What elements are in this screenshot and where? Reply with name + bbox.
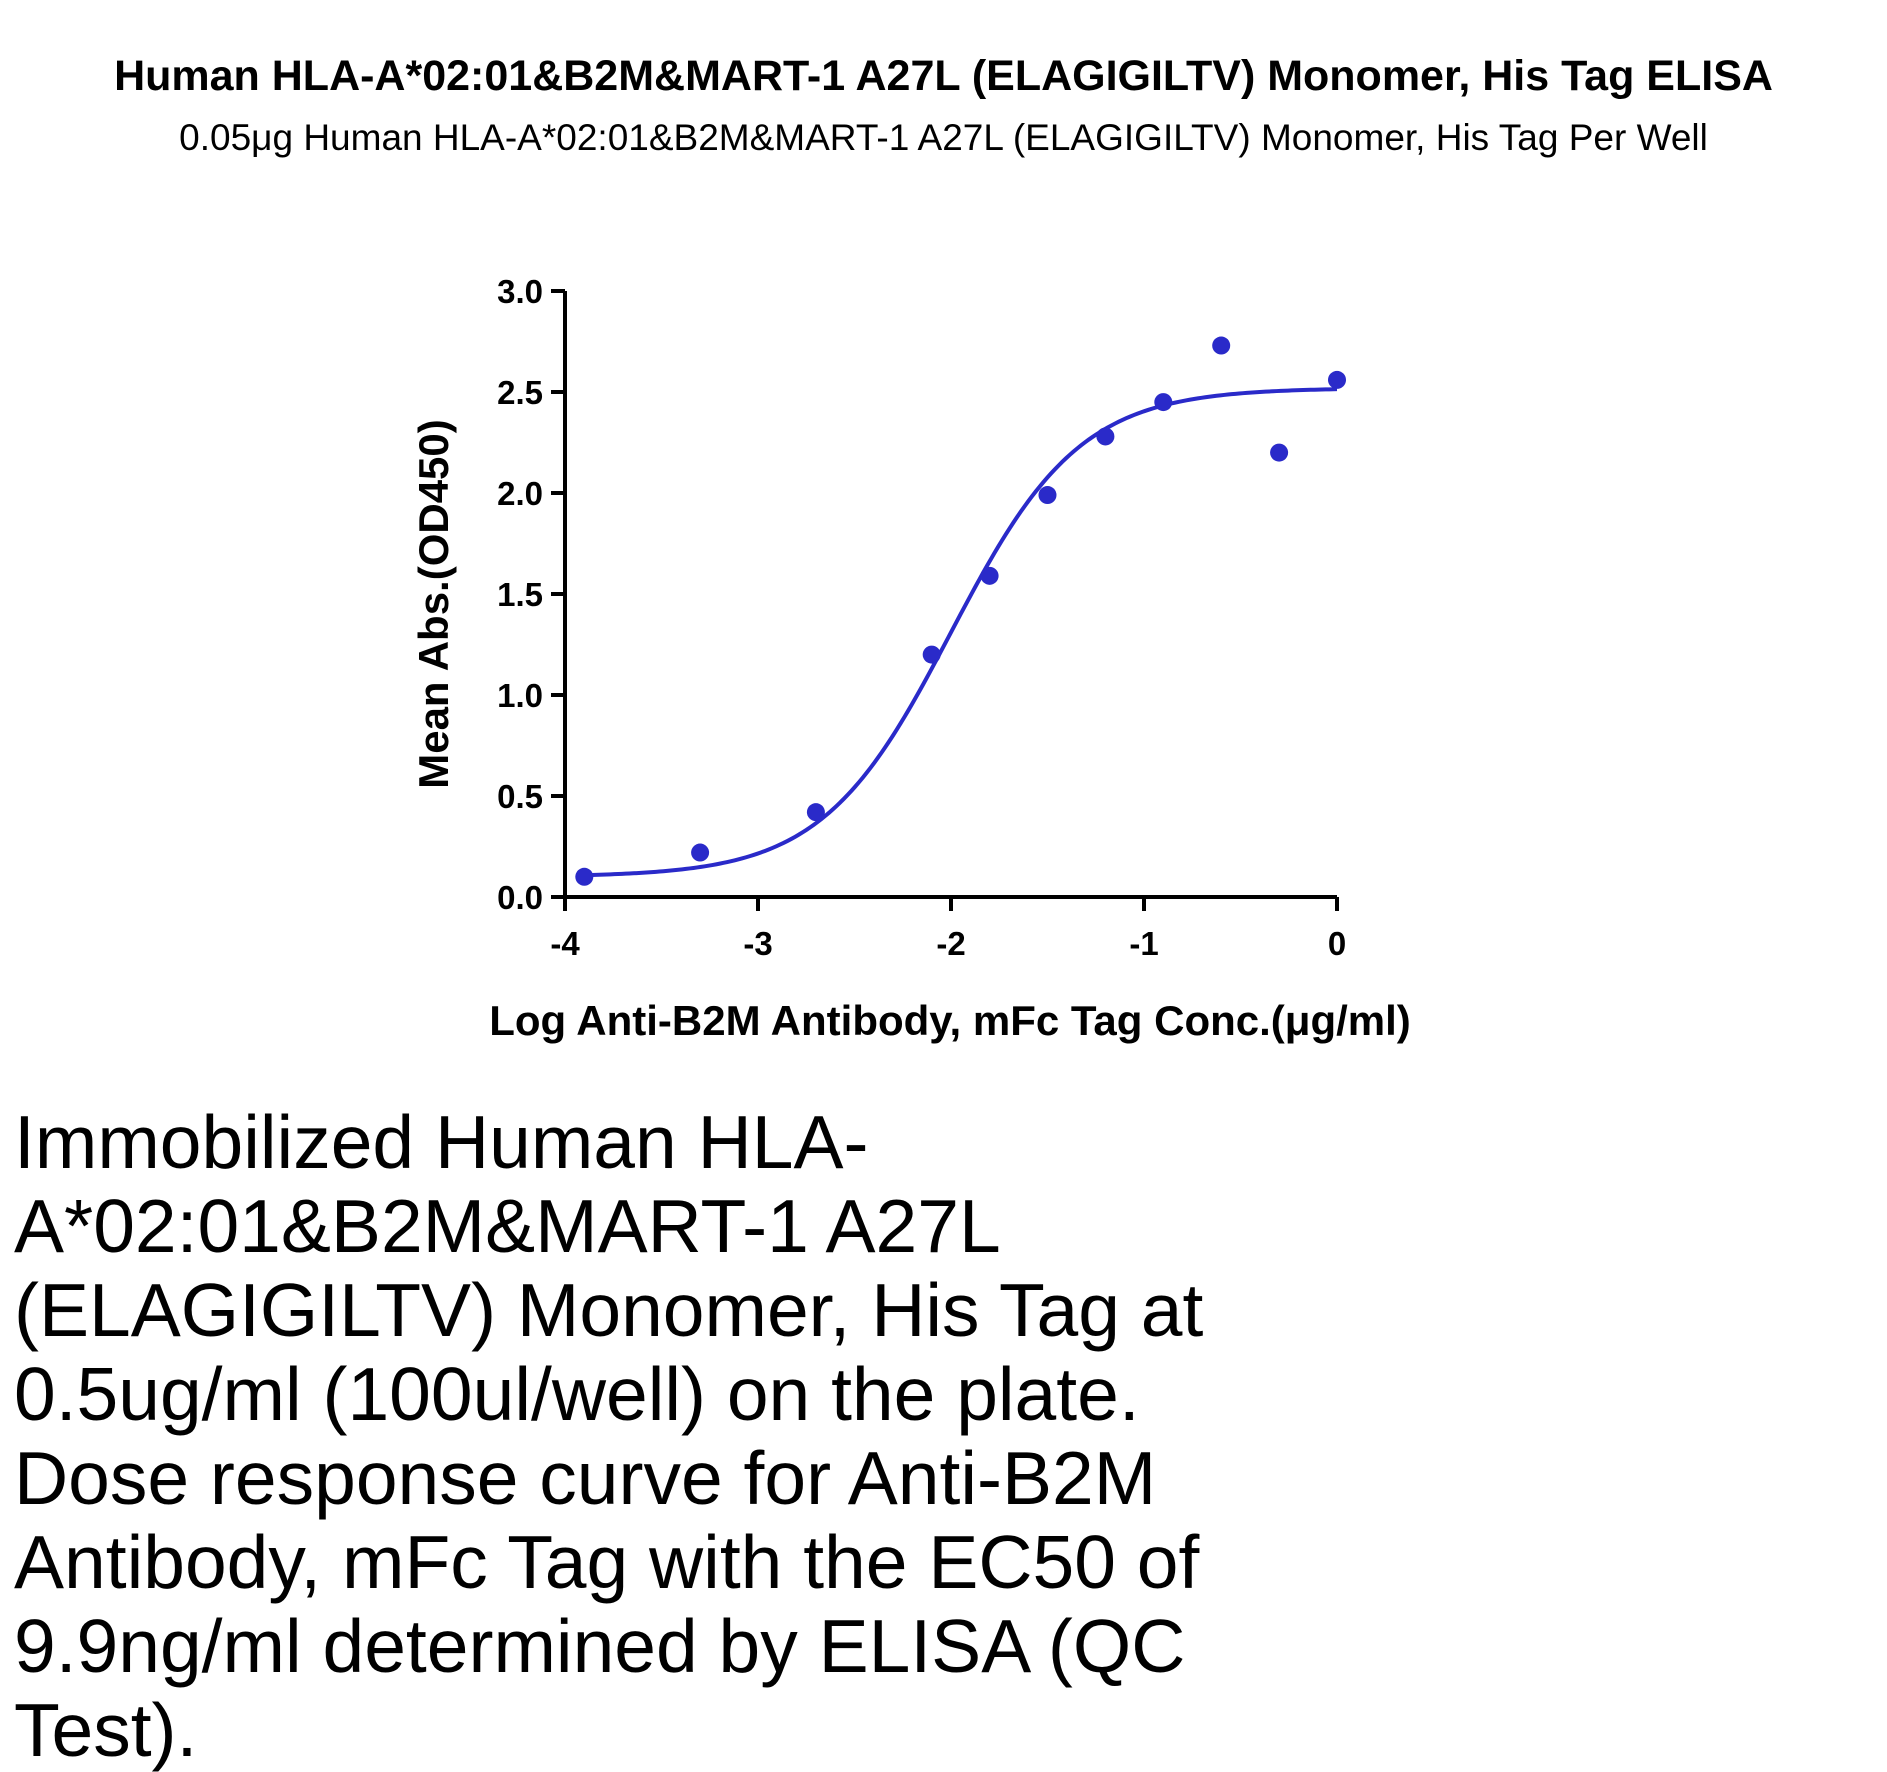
y-tick-label: 2.5: [497, 374, 543, 411]
x-axis-title: Log Anti-B2M Antibody, mFc Tag Conc.(μg/…: [489, 997, 1411, 1044]
figure-caption: Immobilized Human HLA-A*02:01&B2M&MART-1…: [14, 1100, 1204, 1772]
data-point: [980, 566, 999, 585]
data-point: [806, 803, 825, 822]
x-tick-label: -3: [743, 925, 772, 962]
fit-curve-group: [584, 387, 1338, 878]
x-axis: -4 -3 -2 -1 0: [550, 895, 1346, 962]
y-tick-label: 1.0: [497, 677, 543, 714]
y-axis-title: Mean Abs.(OD450): [410, 419, 457, 789]
x-tick-label: -1: [1129, 925, 1158, 962]
data-point: [1212, 336, 1231, 355]
y-tick-label: 3.0: [497, 273, 543, 310]
y-tick-label: 0.0: [497, 879, 543, 916]
x-tick-label: 0: [1328, 925, 1346, 962]
data-point: [1038, 486, 1057, 505]
y-tick-label: 0.5: [497, 778, 543, 815]
x-tick-label: -2: [936, 925, 965, 962]
chart-subtitle: 0.05μg Human HLA-A*02:01&B2M&MART-1 A27L…: [179, 117, 1708, 158]
data-point: [1154, 393, 1173, 412]
data-point: [922, 645, 941, 664]
data-point: [1328, 370, 1346, 389]
elisa-chart: -4 -3 -2 -1 0 0.0 0.5 1.0 1.5 2.0 2.5 3.0 Log Anti…: [410, 273, 1411, 1044]
y-tick-label: 1.5: [497, 576, 543, 613]
data-point: [575, 867, 594, 886]
data-point: [1270, 443, 1289, 462]
data-point: [691, 843, 710, 862]
y-tick-label: 2.0: [497, 475, 543, 512]
fit-curve: [584, 387, 1338, 878]
y-axis: 0.0 0.5 1.0 1.5 2.0 2.5 3.0: [497, 273, 567, 916]
chart-title: Human HLA-A*02:01&B2M&MART-1 A27L (ELAGI…: [114, 52, 1773, 100]
data-points: [575, 336, 1346, 886]
data-point: [1096, 427, 1115, 446]
x-tick-label: -4: [550, 925, 580, 962]
